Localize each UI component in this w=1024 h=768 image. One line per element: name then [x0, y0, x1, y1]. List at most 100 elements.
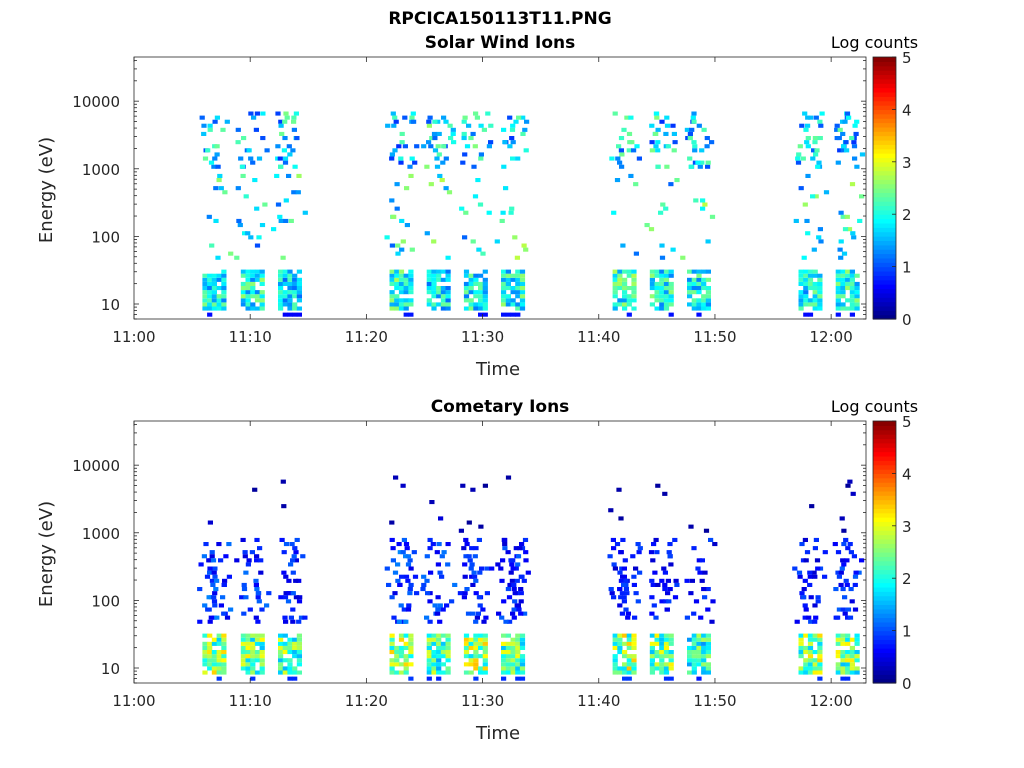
colorbar-segment	[873, 613, 896, 619]
spectrogram-cell	[240, 290, 246, 295]
colorbar-segment	[873, 284, 896, 290]
spectrogram-cell	[668, 633, 674, 638]
spectrogram-cell	[849, 302, 855, 307]
spectrogram-cell	[612, 111, 618, 116]
colorbar-tick-label: 4	[902, 101, 912, 119]
spectrogram-cell	[509, 136, 515, 141]
spectrogram-cell	[836, 607, 842, 612]
spectrogram-cell	[478, 290, 484, 295]
spectrogram-cell	[648, 550, 655, 555]
spectrogram-cell	[696, 654, 702, 659]
spectrogram-cell	[691, 633, 697, 638]
spectrogram-cell	[817, 645, 823, 650]
spectrogram-cell	[205, 148, 211, 153]
spectrogram-cell	[851, 554, 857, 559]
spectrogram-cell	[663, 131, 669, 136]
spectrogram-cell	[483, 615, 489, 620]
colorbar-segment	[873, 249, 896, 255]
spectrogram-cell	[505, 298, 511, 303]
spectrogram-cell	[705, 306, 711, 311]
spectrogram-cell	[701, 277, 707, 282]
spectrogram-cell	[259, 645, 265, 650]
spectrogram-cell	[398, 156, 404, 161]
spectrogram-cell	[392, 148, 398, 153]
spectrogram-cell	[626, 670, 632, 675]
spectrogram-cell	[259, 641, 265, 646]
spectrogram-cell	[211, 662, 217, 667]
spectrogram-cell	[426, 298, 432, 303]
spectrogram-cell	[612, 566, 618, 571]
spectrogram-cell	[408, 662, 414, 667]
spectrogram-cell	[696, 637, 702, 642]
spectrogram-cell	[509, 127, 516, 132]
spectrogram-cell	[522, 537, 529, 542]
spectrogram-cell	[691, 666, 697, 671]
spectrogram-cell	[849, 277, 855, 282]
spectrogram-cell	[840, 273, 846, 278]
spectrogram-cell	[463, 306, 470, 311]
colorbar-segment	[873, 257, 896, 263]
axes-box	[133, 56, 867, 320]
spectrogram-cell	[812, 670, 818, 675]
spectrogram-cell	[845, 269, 851, 274]
spectrogram-cell	[687, 662, 693, 667]
spectrogram-cell	[470, 611, 476, 616]
spectrogram-cell	[428, 144, 434, 149]
spectrogram-cell	[398, 298, 405, 303]
spectrogram-cell	[659, 298, 665, 303]
spectrogram-cell	[389, 281, 395, 286]
spectrogram-cell	[510, 658, 516, 663]
spectrogram-cell	[432, 136, 438, 141]
spectrogram-cell	[845, 650, 851, 655]
spectrogram-cell	[835, 160, 841, 165]
spectrogram-cell	[469, 574, 475, 579]
spectrogram-cell	[696, 676, 702, 681]
spectrogram-cell	[680, 255, 686, 260]
spectrogram-cell	[622, 662, 628, 667]
spectrogram-cell	[394, 650, 400, 655]
spectrogram-cell	[393, 475, 399, 480]
spectrogram-cell	[687, 294, 693, 299]
colorbar-segment	[873, 517, 896, 523]
spectrogram-cell	[282, 658, 288, 663]
spectrogram-cell	[282, 641, 288, 646]
spectrogram-cell	[520, 131, 526, 136]
spectrogram-cell	[254, 111, 260, 116]
spectrogram-cell	[817, 286, 823, 291]
spectrogram-cell	[663, 670, 670, 675]
spectrogram-cell	[662, 582, 668, 587]
colorbar-segment	[873, 652, 896, 658]
spectrogram-cell	[850, 231, 856, 236]
spectrogram-cell	[473, 578, 479, 583]
spectrogram-cell	[687, 654, 693, 659]
spectrogram-cell	[696, 273, 702, 278]
spectrogram-cell	[441, 115, 447, 120]
spectrogram-cell	[221, 281, 227, 286]
spectrogram-cell	[254, 277, 261, 282]
spectrogram-cell	[473, 277, 479, 282]
spectrogram-cell	[283, 591, 289, 596]
spectrogram-cell	[403, 302, 409, 307]
spectrogram-cell	[436, 273, 442, 278]
spectrogram-cell	[845, 658, 851, 663]
spectrogram-cell	[626, 286, 632, 291]
colorbar-segment	[873, 214, 896, 220]
spectrogram-cell	[841, 144, 847, 149]
spectrogram-cell	[278, 645, 284, 650]
spectrogram-cell	[620, 537, 626, 542]
spectrogram-cell	[845, 286, 851, 291]
spectrogram-cell	[214, 115, 220, 120]
spectrogram-cell	[835, 637, 841, 642]
spectrogram-cell	[250, 290, 256, 295]
spectrogram-cell	[649, 611, 655, 616]
colorbar-segment	[873, 469, 896, 474]
spectrogram-cell	[510, 641, 516, 646]
spectrogram-cell	[617, 160, 623, 165]
spectrogram-cell	[612, 294, 618, 299]
spectrogram-cell	[654, 550, 660, 555]
spectrogram-cell	[840, 286, 846, 291]
spectrogram-cell	[817, 290, 823, 295]
spectrogram-cell	[240, 269, 246, 274]
spectrogram-cell	[798, 281, 804, 286]
spectrogram-cell	[463, 670, 470, 675]
